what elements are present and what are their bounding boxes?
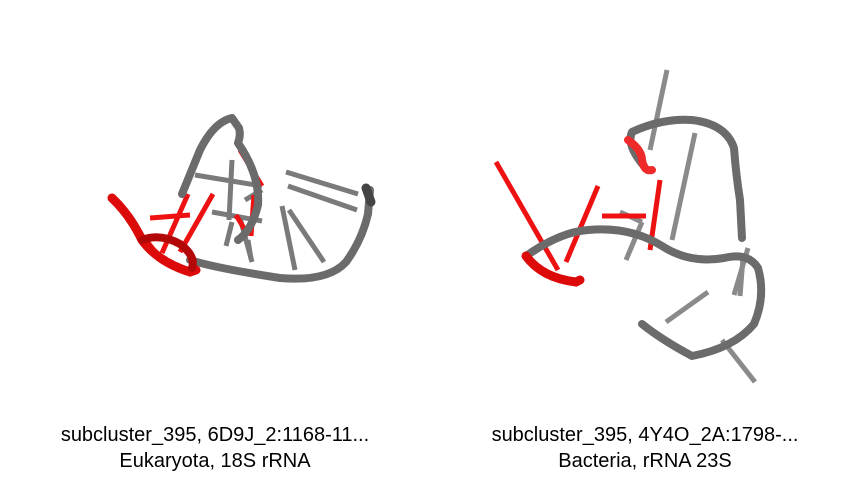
- backbone-tube-red-right: [521, 251, 585, 287]
- structure-panel-right: subcluster_395, 4Y4O_2A:1798-... Bacteri…: [430, 0, 860, 480]
- structure-caption-title-left: subcluster_395, 6D9J_2:1168-11...: [60, 424, 370, 446]
- structure-caption-subtitle-right: Bacteria, rRNA 23S: [558, 450, 732, 472]
- backbone-tube-grey-left: [178, 114, 374, 283]
- rna-structure-render-left: [107, 114, 376, 283]
- structure-panel-left: subcluster_395, 6D9J_2:1168-11... Eukary…: [60, 114, 376, 472]
- structure-caption-title-right: subcluster_395, 4Y4O_2A:1798-...: [491, 424, 799, 446]
- rna-structure-render-right: [493, 69, 766, 384]
- structure-caption-subtitle-left: Eukaryota, 18S rRNA: [119, 450, 311, 472]
- base-sticks-grey-left: [194, 159, 359, 271]
- base-sticks-red-right: [493, 160, 663, 272]
